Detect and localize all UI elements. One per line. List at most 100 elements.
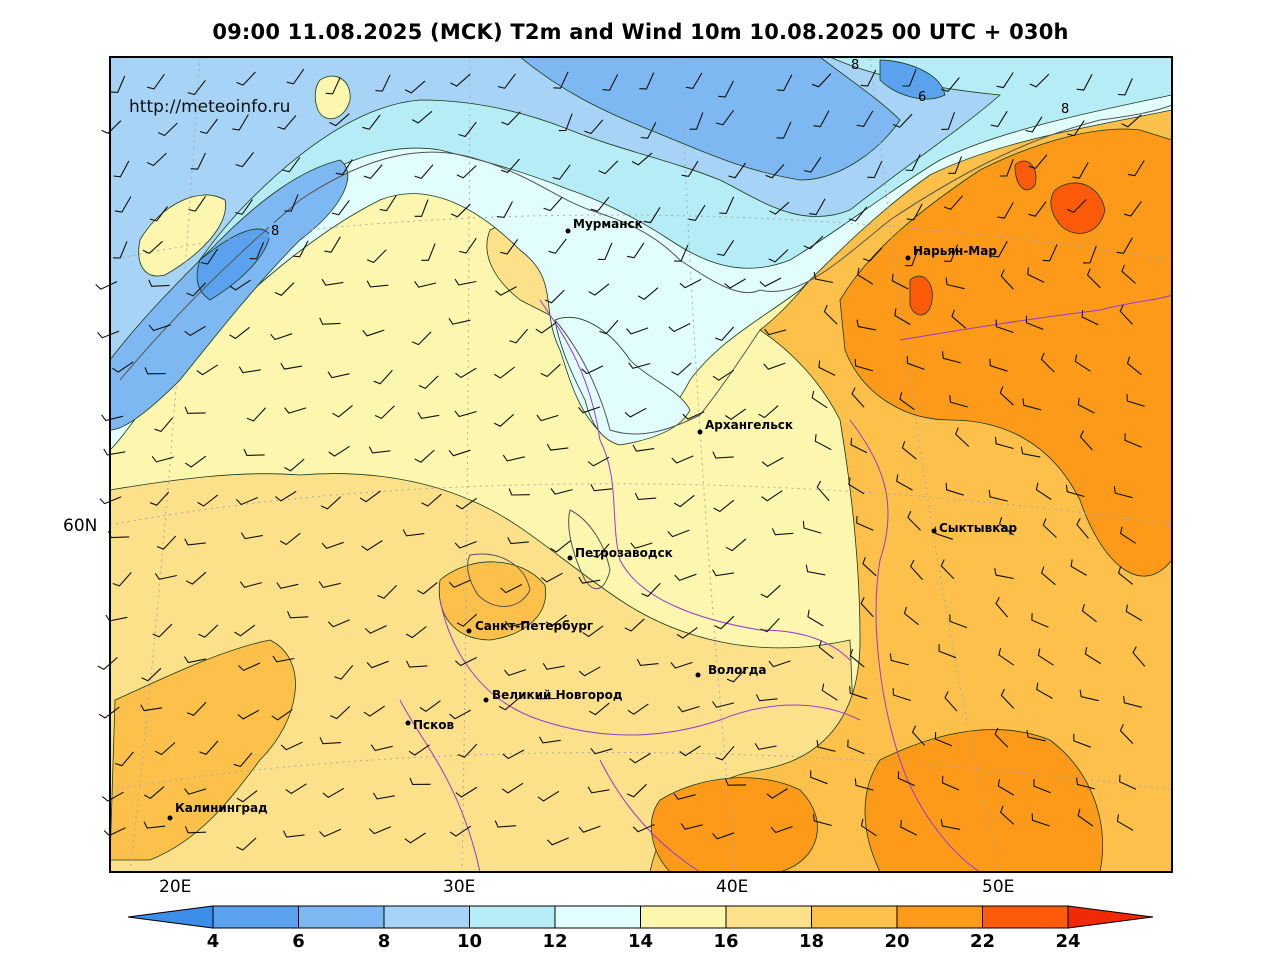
wind-barb <box>200 248 219 265</box>
wind-barb <box>907 510 921 531</box>
wind-barb <box>760 618 780 633</box>
wind-barb <box>627 703 649 715</box>
city-label: Псков <box>413 718 455 732</box>
wind-barb <box>334 664 354 680</box>
wind-barb <box>624 618 645 632</box>
wind-barb <box>761 490 783 502</box>
wind-barb <box>274 490 297 502</box>
wind-barb <box>292 240 309 258</box>
wind-barb <box>402 529 425 537</box>
wind-barb <box>103 448 126 456</box>
wind-barb <box>457 743 478 758</box>
wind-barb <box>849 686 868 700</box>
wind-barb <box>414 449 435 463</box>
wind-barb <box>359 490 381 503</box>
wind-barb <box>113 160 130 178</box>
wind-barb <box>197 494 219 507</box>
wind-barb <box>545 614 567 627</box>
wind-barb <box>1067 120 1085 137</box>
meridian-30e <box>461 56 471 873</box>
wind-barb <box>712 701 735 708</box>
wind-barb <box>1127 160 1145 177</box>
wind-barb <box>674 573 697 582</box>
wind-barb <box>456 613 478 627</box>
wind-barb <box>141 667 162 682</box>
wind-barb <box>114 196 132 213</box>
wind-barb <box>537 790 560 802</box>
wind-barb <box>500 158 520 174</box>
wind-barb <box>270 333 293 341</box>
wind-barb <box>805 564 826 576</box>
wind-barb <box>849 648 865 668</box>
wind-barb <box>689 112 704 130</box>
wind-barb <box>184 788 207 795</box>
contour-label: 8 <box>851 58 859 73</box>
wind-barb <box>140 704 163 712</box>
wind-barb <box>578 576 601 584</box>
meridian-40e <box>679 56 736 873</box>
wind-barb <box>640 121 657 139</box>
wind-barb <box>851 387 865 408</box>
city-dot <box>905 255 911 261</box>
wind-barb <box>810 770 828 785</box>
wind-barb <box>324 236 341 253</box>
city-dot <box>405 720 411 726</box>
wind-barb <box>682 411 705 420</box>
border-line <box>599 759 701 873</box>
wind-barb <box>414 280 437 288</box>
wind-barb <box>458 121 477 138</box>
wind-barb <box>768 660 791 668</box>
wind-barb <box>630 542 653 549</box>
border-line <box>539 299 601 441</box>
wind-barb <box>115 751 134 767</box>
wind-barb <box>1121 264 1136 284</box>
wind-barb <box>235 152 254 168</box>
wind-barb <box>712 832 735 840</box>
wind-barb <box>366 280 389 288</box>
wind-barb <box>1125 604 1143 622</box>
wind-barb <box>909 559 924 581</box>
wind-barb <box>857 267 874 285</box>
wind-barb <box>949 614 968 629</box>
wind-barb <box>335 159 353 176</box>
border-line <box>599 439 851 661</box>
temp-zone-18-20-ladoga <box>438 561 547 641</box>
wind-barb <box>454 540 477 549</box>
lat-lon-grid <box>109 56 1173 873</box>
wind-barb <box>715 109 734 126</box>
wind-barb <box>891 273 909 290</box>
wind-barb <box>372 792 395 800</box>
wind-barb <box>112 572 132 587</box>
wind-barb <box>404 832 426 844</box>
watermark-url[interactable]: http://meteoinfo.ru <box>129 97 291 117</box>
wind-barb <box>1076 518 1089 539</box>
wind-barb <box>280 741 303 751</box>
colorbar-segment <box>383 905 470 929</box>
parallel-70n <box>109 214 1173 261</box>
wind-barb <box>284 458 305 472</box>
wind-barb <box>186 701 207 716</box>
wind-barb <box>112 361 134 373</box>
wind-barb <box>1084 647 1101 665</box>
wind-barb <box>578 666 601 677</box>
wind-barb <box>148 279 170 287</box>
wind-barb <box>449 709 472 720</box>
coast-line <box>759 104 1173 292</box>
wind-barb <box>498 697 520 711</box>
wind-barb <box>944 691 958 712</box>
wind-barb <box>448 317 471 325</box>
wind-barb <box>406 660 428 668</box>
wind-barb <box>632 444 655 452</box>
wind-barb <box>417 412 440 420</box>
wind-barb <box>319 737 341 745</box>
wind-barb <box>681 160 699 178</box>
wind-barb <box>726 668 747 683</box>
wind-barb <box>544 289 565 304</box>
wind-barb <box>589 702 610 716</box>
wind-barb <box>587 786 610 794</box>
wind-barb <box>327 619 350 628</box>
wind-barb <box>1077 397 1095 414</box>
wind-barb <box>143 786 165 799</box>
wind-barb <box>860 818 877 837</box>
wind-barb <box>818 640 834 659</box>
